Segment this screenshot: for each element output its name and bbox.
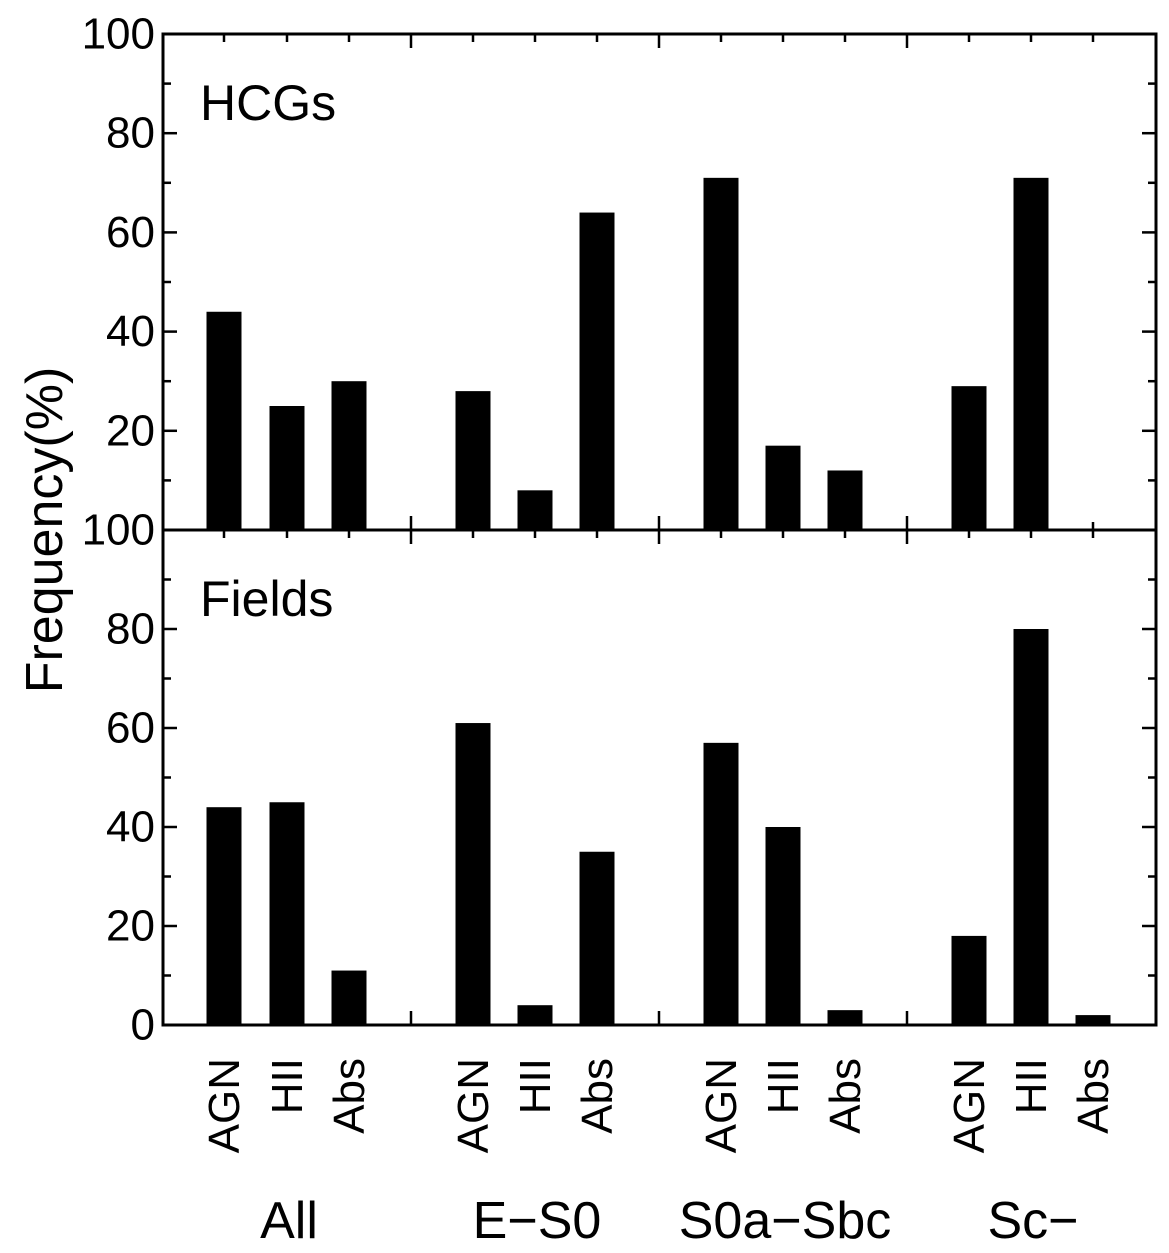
group-label-2: E−S0 [473,1192,602,1250]
bar-hcgs-9 [827,470,863,530]
ytick-label-fields-60: 60 [106,704,155,753]
category-label-7: AGN [697,1058,746,1153]
category-label-4: AGN [449,1058,498,1153]
y-axis-label: Frequency(%) [16,367,74,694]
ytick-label-fields-0: 0 [131,1001,155,1050]
bar-fields-1 [206,807,242,1025]
labels: 20 40 60 80 100 HCGs 0 20 40 60 80 100 Fields Frequen… [16,10,1118,1251]
group-label-3: S0a−Sbc [679,1192,892,1250]
ytick-label-fields-80: 80 [106,605,155,654]
panel-label-hcgs: HCGs [200,75,336,131]
ytick-label-fields-100: 100 [82,506,155,555]
bar-hcgs-6 [579,212,615,530]
bar-fields-11 [1013,629,1049,1025]
bar-hcgs-1 [206,311,242,530]
bar-fields-7 [703,742,739,1025]
bar-fields-2 [269,802,305,1025]
bar-fields-4 [455,723,491,1025]
ytick-label-hcgs-40: 40 [106,307,155,356]
bar-fields-10 [951,935,987,1025]
category-label-1: AGN [200,1058,249,1153]
ytick-label-hcgs-20: 20 [106,406,155,455]
category-label-9: Abs [821,1058,870,1134]
ytick-label-fields-20: 20 [106,902,155,951]
category-label-3: Abs [325,1058,374,1134]
category-label-11: HII [1007,1058,1056,1114]
ytick-label-hcgs-80: 80 [106,109,155,158]
axis-ticks [163,32,1156,1027]
category-label-10: AGN [945,1058,994,1153]
bar-hcgs-7 [703,177,739,530]
ytick-label-fields-40: 40 [106,803,155,852]
bar-hcgs-2 [269,406,305,530]
ytick-label-hcgs-100: 100 [82,10,155,59]
category-label-2: HII [263,1058,312,1114]
category-label-12: Abs [1069,1058,1118,1134]
group-label-1: All [260,1192,318,1250]
bar-hcgs-11 [1013,177,1049,530]
bar-hcgs-3 [331,381,367,530]
category-label-5: HII [511,1058,560,1114]
bar-fields-8 [765,827,801,1025]
panel-label-fields: Fields [200,571,333,627]
bar-hcgs-10 [951,386,987,530]
bar-hcgs-4 [455,391,491,530]
bar-fields-3 [331,970,367,1025]
bar-fields-6 [579,851,615,1025]
bar-fields-5 [517,1005,553,1025]
category-label-8: HII [759,1058,808,1114]
category-label-6: Abs [573,1058,622,1134]
bars [206,177,1111,1025]
bar-hcgs-8 [765,445,801,530]
group-label-4: Sc− [987,1192,1078,1250]
ytick-label-hcgs-60: 60 [106,208,155,257]
